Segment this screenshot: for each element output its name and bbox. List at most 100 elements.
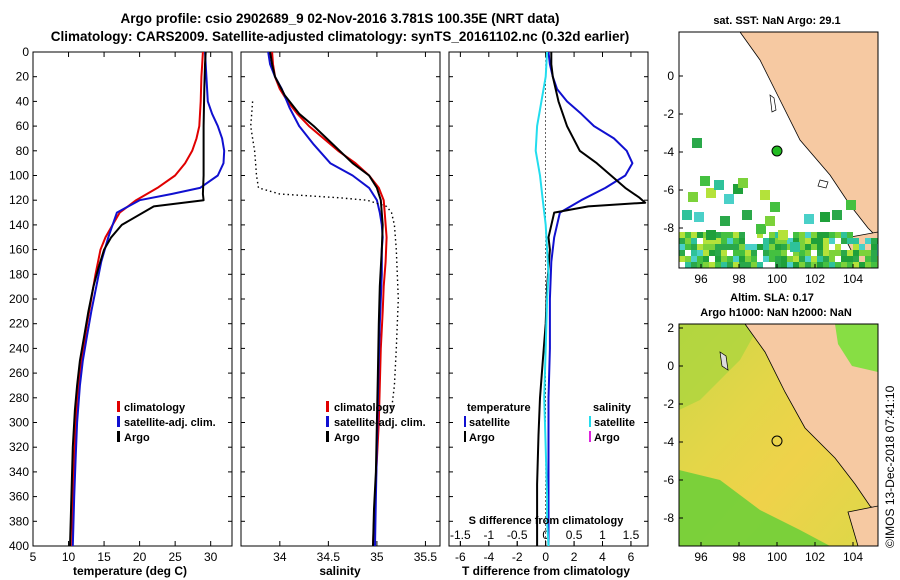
x-tick-label: 34.5	[317, 550, 341, 564]
sst-pixel	[847, 232, 853, 238]
difference-legend-s-satellite: satellite	[594, 417, 635, 429]
sst-pixel	[817, 250, 823, 256]
difference-legend-s-argo: Argo	[594, 432, 620, 444]
sst-pixel	[775, 262, 781, 268]
sst-pixel	[727, 238, 733, 244]
sst-pixel	[781, 262, 787, 268]
depth-tick-label: 300	[9, 416, 29, 430]
depth-tick-label: 160	[9, 243, 29, 257]
sst-pixel	[805, 256, 811, 262]
map-x-tick-label: 96	[694, 550, 708, 564]
depth-tick-label: 340	[9, 465, 29, 479]
depth-tick-label: 260	[9, 366, 29, 380]
sst-pixel	[769, 244, 775, 250]
sla-map	[679, 324, 878, 546]
sst-pixel	[778, 230, 788, 240]
sst-pixel	[787, 262, 793, 268]
sst-pixel	[733, 250, 739, 256]
sst-pixel	[709, 250, 715, 256]
salinity-legend-satellite: satellite-adj. clim.	[334, 417, 426, 429]
sst-pixel	[679, 250, 685, 256]
sst-pixel	[799, 250, 805, 256]
sst-pixel	[853, 250, 859, 256]
sst-pixel	[847, 238, 853, 244]
sst-pixel	[745, 262, 751, 268]
sst-pixel	[805, 262, 811, 268]
map-y-tick-label: -6	[663, 473, 674, 487]
sst-pixel	[724, 194, 734, 204]
map-y-tick-label: -8	[663, 511, 674, 525]
difference-xlabel-top: S difference from climatology	[469, 515, 625, 527]
depth-tick-label: 80	[16, 144, 30, 158]
salinity-legend-climatology: climatology	[334, 402, 396, 414]
temperature-xlabel: temperature (deg C)	[73, 564, 187, 578]
temperature-legend-argo: Argo	[124, 432, 150, 444]
legend-swatch-climatology	[326, 401, 329, 412]
legend-swatch-climatology	[117, 401, 120, 412]
sst-pixel	[688, 192, 698, 202]
salinity-lines	[249, 52, 399, 546]
sst-pixel	[820, 212, 830, 222]
map-y-tick-label: -2	[663, 397, 674, 411]
sst-pixel	[811, 256, 817, 262]
legend-swatch-s-satellite	[589, 416, 591, 427]
sst-pixel	[811, 238, 817, 244]
sst-pixel	[745, 250, 751, 256]
temperature-lines	[69, 52, 226, 546]
argo-float-marker	[771, 145, 783, 157]
temperature-panel	[32, 51, 233, 547]
depth-tick-label: 200	[9, 292, 29, 306]
sst-pixel	[847, 262, 853, 268]
sst-pixel	[733, 184, 743, 194]
x-tick-label: 6	[628, 550, 635, 564]
x-tick-top-label: 1.5	[623, 528, 640, 542]
sst-pixel	[770, 202, 780, 212]
sst-pixel	[781, 256, 787, 262]
x-tick-label: -4	[483, 550, 494, 564]
sst-pixel	[679, 256, 685, 262]
legend-swatch-t-satellite	[464, 416, 466, 427]
depth-tick-label: 60	[16, 119, 30, 133]
sst-pixel	[853, 256, 859, 262]
sst-pixel	[685, 256, 691, 262]
argo-float-marker-sla	[771, 435, 783, 447]
sst-pixel	[739, 262, 745, 268]
sst-pixel	[697, 232, 703, 238]
sst-pixel	[757, 232, 763, 238]
sst-pixel	[817, 232, 823, 238]
sst-pixel	[727, 232, 733, 238]
sst-pixel	[775, 238, 781, 244]
sst-pixel	[859, 262, 865, 268]
sst-pixel	[835, 262, 841, 268]
sst-pixel	[739, 256, 745, 262]
difference-legend-temperature: temperature	[467, 402, 531, 414]
sst-pixel	[841, 262, 847, 268]
depth-tick-label: 380	[9, 514, 29, 528]
sst-pixel	[841, 232, 847, 238]
map-y-tick-label: -4	[663, 435, 674, 449]
sst-pixel	[691, 232, 697, 238]
sst-pixel	[775, 250, 781, 256]
sst-pixel	[823, 238, 829, 244]
sst-pixel	[799, 238, 805, 244]
sst-pixel	[865, 238, 871, 244]
sst-pixel	[697, 256, 703, 262]
sst-pixel	[769, 256, 775, 262]
map-y-tick-label: -6	[663, 183, 674, 197]
depth-tick-label: 400	[9, 539, 29, 553]
sst-pixel	[763, 256, 769, 262]
sst-pixel	[793, 262, 799, 268]
depth-tick-label: 40	[16, 94, 30, 108]
sst-pixel	[769, 232, 775, 238]
sst-pixel	[823, 244, 829, 250]
sst-pixel	[733, 238, 739, 244]
sst-pixel	[829, 262, 835, 268]
x-tick-label: 34	[273, 550, 287, 564]
sst-pixel	[757, 244, 763, 250]
sst-pixel	[805, 238, 811, 244]
sst-pixel	[685, 238, 691, 244]
sst-pixel	[721, 238, 727, 244]
sst-pixel	[817, 244, 823, 250]
sst-pixel	[733, 244, 739, 250]
sst-pixel	[865, 262, 871, 268]
